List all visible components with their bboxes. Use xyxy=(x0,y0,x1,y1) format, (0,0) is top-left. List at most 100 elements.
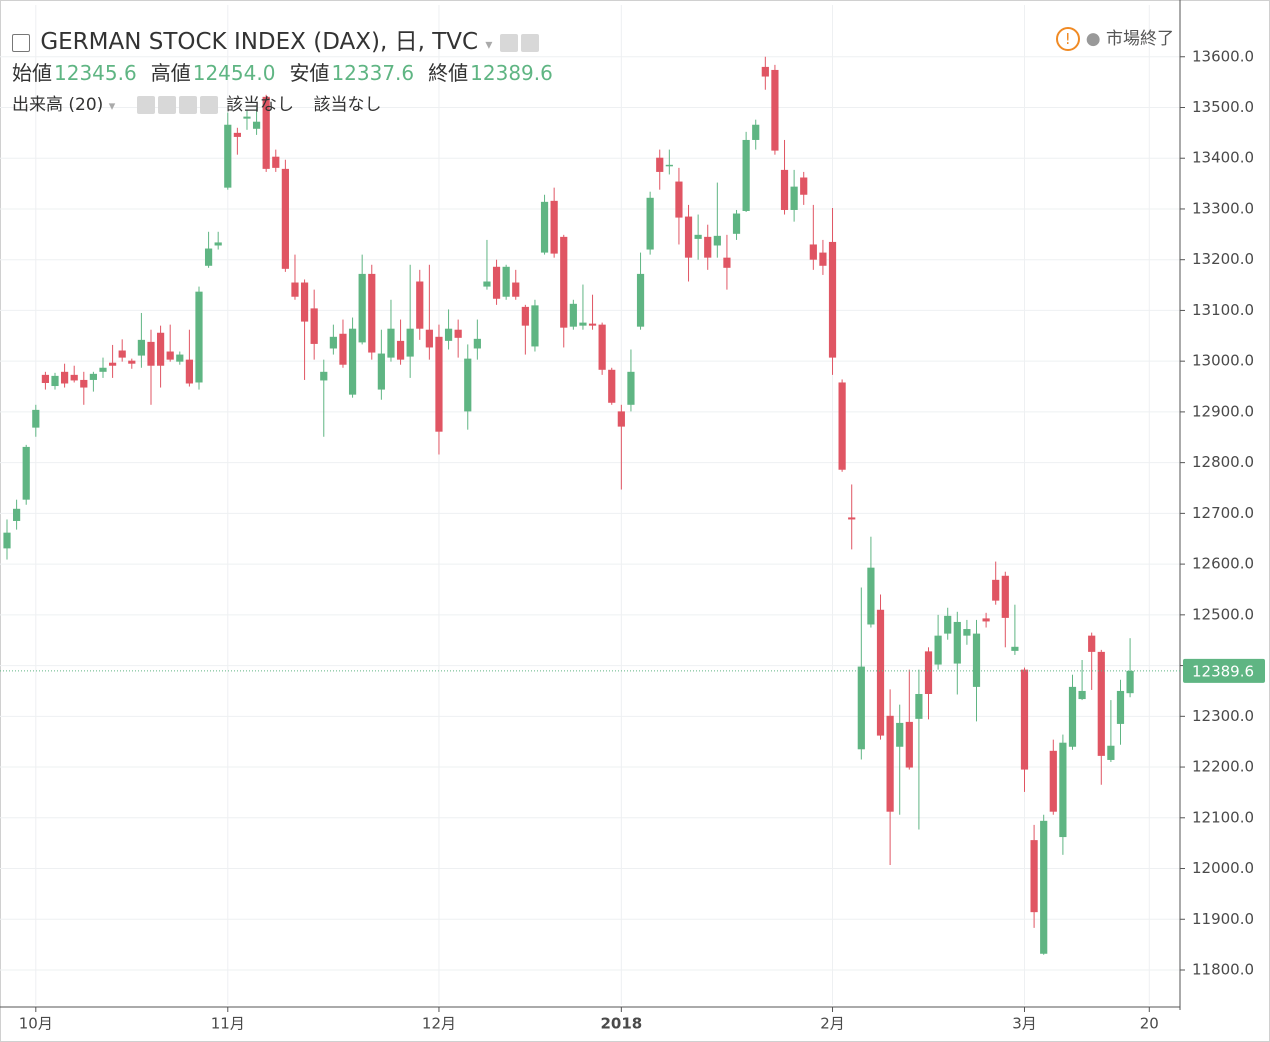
candle xyxy=(416,269,424,340)
candle xyxy=(867,536,875,628)
candle xyxy=(291,254,299,300)
y-tick-label: 11800.0 xyxy=(1192,960,1254,978)
candle-body xyxy=(147,341,155,366)
candle-body xyxy=(608,369,616,403)
candle xyxy=(972,619,981,722)
candle xyxy=(281,159,289,272)
candle-body xyxy=(61,371,69,384)
legend-value: 12389.6 xyxy=(470,61,553,85)
y-tick-label: 12300.0 xyxy=(1192,707,1254,725)
candle-body xyxy=(1011,646,1019,651)
candle xyxy=(992,561,1000,605)
candle-body xyxy=(540,201,549,253)
candle-body xyxy=(396,340,405,360)
last-price-tag xyxy=(1183,658,1265,683)
candle xyxy=(800,171,808,205)
candle xyxy=(617,404,625,490)
settings-icon[interactable] xyxy=(520,33,539,52)
candle xyxy=(560,234,568,348)
y-tick-label: 12800.0 xyxy=(1192,453,1254,471)
candle-body xyxy=(800,177,808,195)
y-tick-label: 13400.0 xyxy=(1192,149,1254,167)
collapse-icon[interactable] xyxy=(12,33,30,52)
candle-body xyxy=(137,339,145,356)
candle-body xyxy=(636,273,645,327)
candle xyxy=(185,329,193,387)
candle-body xyxy=(780,169,789,210)
close-icon[interactable] xyxy=(199,96,218,114)
candle xyxy=(963,619,971,645)
candle xyxy=(780,139,789,215)
candle-body xyxy=(992,579,1000,601)
candle-body xyxy=(819,252,827,266)
candle-body xyxy=(377,353,385,390)
candle xyxy=(41,371,50,390)
legend-name: 始値 xyxy=(12,61,52,85)
candle-body xyxy=(3,532,11,549)
candle xyxy=(934,614,942,670)
x-tick-label: 12月 xyxy=(422,1015,456,1033)
candle-body xyxy=(771,69,779,151)
candle-body xyxy=(934,635,942,665)
candle xyxy=(473,319,481,360)
candle xyxy=(214,231,222,250)
candle-body xyxy=(896,722,904,747)
candle-body xyxy=(89,373,97,380)
candle-body xyxy=(876,609,885,736)
y-tick-label: 13100.0 xyxy=(1192,301,1254,319)
candle xyxy=(1020,667,1029,792)
candle-body xyxy=(416,281,424,329)
candle xyxy=(444,309,453,350)
candle xyxy=(752,119,760,150)
candle xyxy=(425,264,433,360)
eye-icon[interactable] xyxy=(499,33,518,52)
candle-body xyxy=(1107,745,1115,760)
candle-body xyxy=(963,629,971,636)
candle-body xyxy=(41,374,50,383)
candle-body xyxy=(22,446,30,500)
candle xyxy=(377,329,385,400)
candle xyxy=(339,319,347,368)
eye-icon[interactable] xyxy=(136,96,155,114)
candle xyxy=(224,112,232,190)
warning-icon[interactable]: ! xyxy=(1055,27,1080,51)
candle-body xyxy=(118,350,126,358)
settings-icon[interactable] xyxy=(157,96,176,114)
candle-body xyxy=(713,235,721,246)
candle xyxy=(608,367,616,405)
candle xyxy=(118,339,126,362)
candle xyxy=(809,204,817,270)
candle xyxy=(723,234,731,290)
candle xyxy=(348,317,357,398)
candle-body xyxy=(521,306,529,326)
candle xyxy=(550,187,558,258)
candle xyxy=(915,669,923,830)
candle-body xyxy=(924,651,933,694)
candle-body xyxy=(406,328,414,357)
y-tick-label: 12900.0 xyxy=(1192,402,1254,420)
add-icon[interactable] xyxy=(178,96,197,114)
legend-name: 安値 xyxy=(289,61,330,85)
candle-body xyxy=(598,324,606,370)
dropdown-arrow[interactable]: ▾ xyxy=(108,99,116,114)
chart-title: GERMAN STOCK INDEX (DAX), 日, TVC xyxy=(40,29,479,55)
candle-body xyxy=(185,359,193,384)
indicator-name: 出来高 (20) xyxy=(12,95,104,115)
dropdown-arrow[interactable]: ▾ xyxy=(485,37,493,53)
candle xyxy=(905,669,913,770)
candle-body xyxy=(886,715,894,812)
y-tick-label: 12700.0 xyxy=(1192,504,1254,522)
candle xyxy=(569,299,577,330)
candle-body xyxy=(348,328,357,395)
candle xyxy=(128,358,136,369)
candle-body xyxy=(512,282,520,297)
candle-body xyxy=(588,323,597,326)
candle-body xyxy=(656,157,664,172)
candle-body xyxy=(368,273,376,353)
candle-body xyxy=(13,508,21,521)
candle-body xyxy=(646,197,654,250)
candle xyxy=(80,371,88,405)
y-tick-label: 12100.0 xyxy=(1192,808,1254,826)
x-tick-label: 10月 xyxy=(19,1015,53,1033)
candle xyxy=(176,351,184,365)
